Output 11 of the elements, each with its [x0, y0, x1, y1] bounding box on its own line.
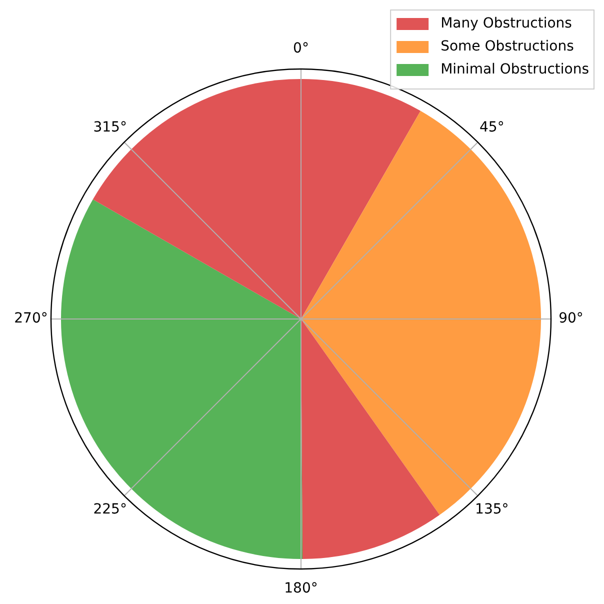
text: 135° [475, 502, 509, 518]
text: 315° [93, 120, 127, 136]
text: 90° [558, 310, 584, 327]
text: 270° [14, 310, 48, 327]
text: 225° [93, 502, 127, 518]
text: 45° [480, 120, 504, 136]
legend-label: Minimal Obstructions [440, 62, 590, 78]
text: 0° [293, 40, 309, 57]
legend-label: Some Obstructions [440, 38, 574, 55]
text: 180° [284, 580, 318, 597]
legend-label: Many Obstructions [440, 16, 572, 32]
